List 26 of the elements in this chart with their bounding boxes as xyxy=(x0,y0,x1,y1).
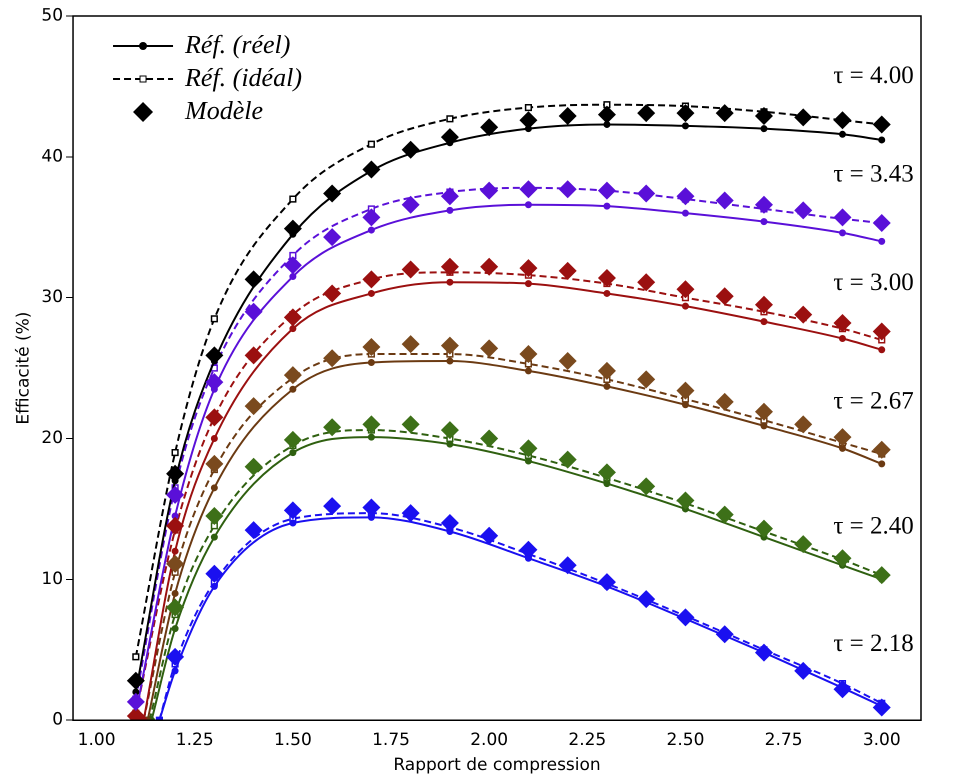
x-tick-label: 2.00 xyxy=(470,730,508,750)
annotation: τ = 2.18 xyxy=(833,630,914,658)
y-axis-title: Efficacité (%) xyxy=(14,312,34,425)
y-tick-label: 30 xyxy=(41,287,64,308)
annotation: τ = 2.40 xyxy=(833,512,914,540)
x-tick-label: 2.75 xyxy=(764,730,803,750)
legend-label: Réf. (réel) xyxy=(184,30,290,59)
annotation: τ = 3.43 xyxy=(833,160,914,188)
x-tick-label: 3.00 xyxy=(862,730,901,750)
annotation: τ = 4.00 xyxy=(833,62,914,90)
x-axis-title: Rapport de compression xyxy=(393,755,601,776)
x-tick-label: 2.50 xyxy=(666,730,704,750)
y-tick-label: 10 xyxy=(41,568,64,589)
x-tick-label: 1.25 xyxy=(176,730,214,750)
annotation: τ = 2.67 xyxy=(833,387,914,414)
x-tick-label: 2.25 xyxy=(568,730,606,750)
y-tick-label: 40 xyxy=(41,146,64,166)
y-tick-label: 20 xyxy=(41,428,64,448)
x-tick-label: 1.00 xyxy=(78,730,116,750)
legend-label: Réf. (idéal) xyxy=(184,62,302,92)
annotation: τ = 3.00 xyxy=(833,269,914,296)
x-tick-label: 1.50 xyxy=(274,730,312,750)
y-tick-label: 50 xyxy=(41,5,64,26)
x-tick-label: 1.75 xyxy=(372,730,410,750)
legend-label: Modèle xyxy=(184,96,263,125)
y-tick-label: 0 xyxy=(52,710,64,730)
